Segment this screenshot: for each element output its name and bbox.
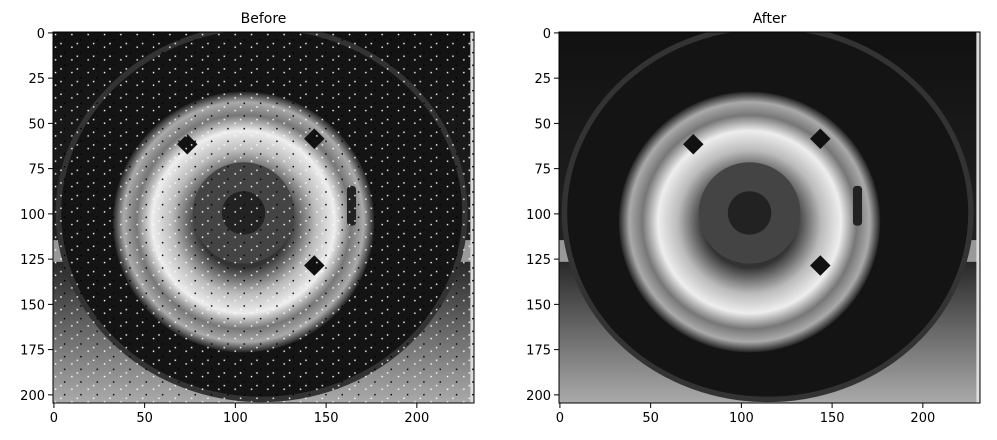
x-tick-label: 150 bbox=[820, 411, 845, 426]
x-tick-label: 0 bbox=[556, 411, 564, 426]
y-tick-label: 75 bbox=[534, 163, 551, 178]
x-tick-label: 0 bbox=[50, 411, 58, 426]
y-tick-label: 25 bbox=[534, 72, 551, 87]
x-tick-label: 50 bbox=[642, 411, 659, 426]
x-tick-label: 200 bbox=[404, 411, 429, 426]
y-tick-label: 150 bbox=[526, 298, 551, 313]
y-tick-label: 50 bbox=[28, 117, 45, 132]
y-tick-label: 0 bbox=[543, 27, 551, 42]
y-tick-label: 200 bbox=[526, 389, 551, 404]
image-before bbox=[53, 32, 474, 403]
y-tick-label: 200 bbox=[20, 389, 45, 404]
axes-frame bbox=[52, 31, 475, 404]
y-tick-label: 75 bbox=[28, 163, 45, 178]
panel-title: After bbox=[753, 11, 787, 27]
x-tick-label: 200 bbox=[910, 411, 935, 426]
axes-frame bbox=[558, 31, 981, 404]
y-tick-label: 0 bbox=[37, 27, 45, 42]
y-tick-label: 125 bbox=[20, 253, 45, 268]
x-tick-label: 150 bbox=[314, 411, 339, 426]
y-tick-label: 100 bbox=[20, 208, 45, 223]
y-tick-label: 175 bbox=[526, 344, 551, 359]
x-tick-label: 50 bbox=[136, 411, 153, 426]
y-tick-label: 125 bbox=[526, 253, 551, 268]
x-tick-label: 100 bbox=[223, 411, 248, 426]
image-after bbox=[559, 27, 980, 403]
y-tick-label: 100 bbox=[526, 208, 551, 223]
y-tick-label: 25 bbox=[28, 72, 45, 87]
y-tick-label: 50 bbox=[534, 117, 551, 132]
x-tick-label: 100 bbox=[729, 411, 754, 426]
y-tick-label: 150 bbox=[20, 298, 45, 313]
panel-title: Before bbox=[241, 11, 287, 27]
y-tick-label: 175 bbox=[20, 344, 45, 359]
